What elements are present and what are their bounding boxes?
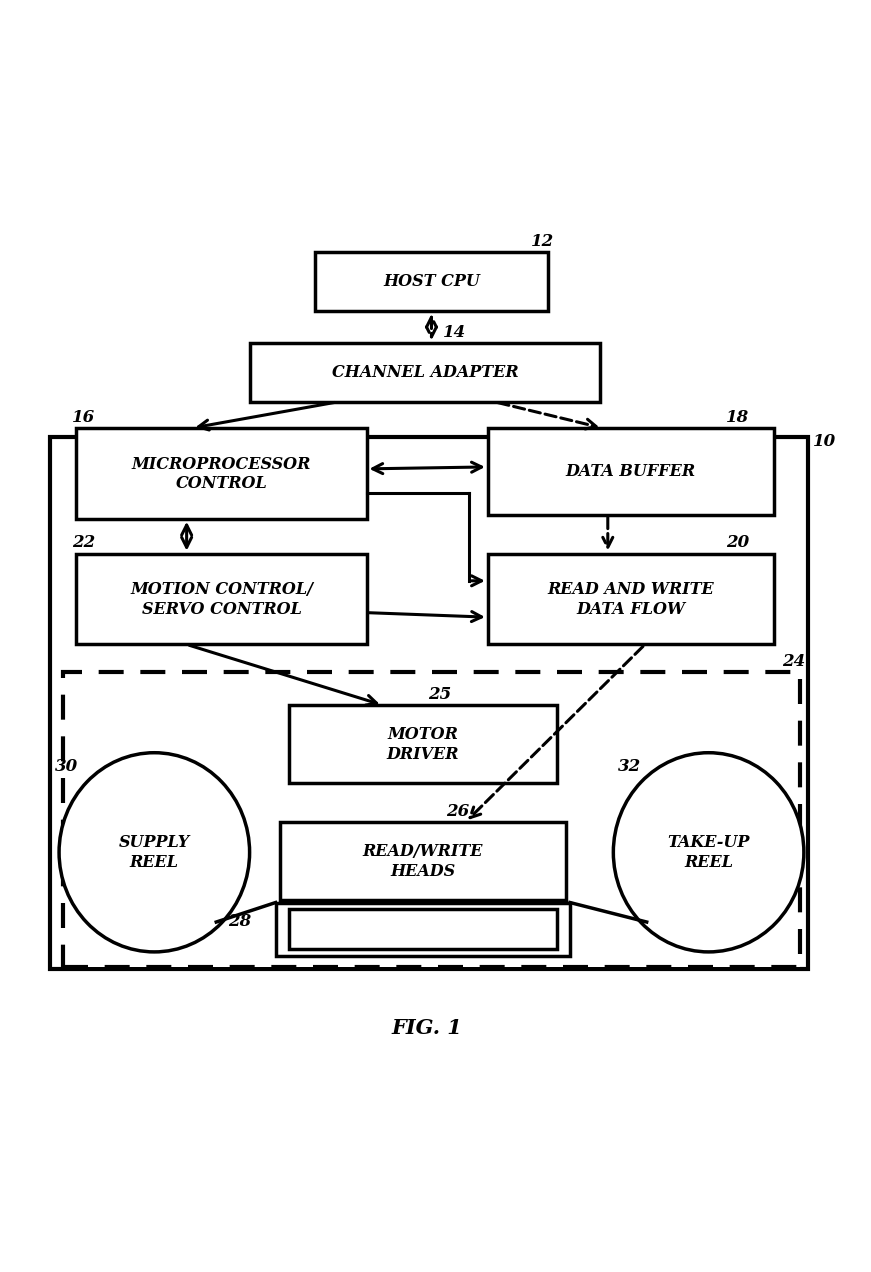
- Text: 12: 12: [530, 233, 554, 249]
- Text: 28: 28: [228, 912, 251, 930]
- Text: DATA BUFFER: DATA BUFFER: [565, 463, 695, 480]
- Text: MOTION CONTROL/
SERVO CONTROL: MOTION CONTROL/ SERVO CONTROL: [130, 581, 313, 617]
- Bar: [249, 343, 600, 402]
- Text: 32: 32: [618, 758, 640, 775]
- Text: 26: 26: [445, 803, 469, 819]
- Text: SUPPLY
REEL: SUPPLY REEL: [118, 834, 190, 871]
- Text: READ/WRITE
HEADS: READ/WRITE HEADS: [362, 843, 483, 879]
- Text: 22: 22: [72, 534, 95, 551]
- Text: 24: 24: [781, 653, 805, 670]
- Text: MOTOR
DRIVER: MOTOR DRIVER: [387, 726, 459, 762]
- Text: HOST CPU: HOST CPU: [382, 273, 480, 290]
- Bar: [275, 903, 570, 957]
- Text: READ AND WRITE
DATA FLOW: READ AND WRITE DATA FLOW: [547, 581, 713, 617]
- Bar: [77, 429, 367, 519]
- Text: 20: 20: [726, 534, 749, 551]
- Text: 14: 14: [442, 324, 465, 341]
- Text: 10: 10: [812, 432, 835, 450]
- Text: 16: 16: [72, 408, 95, 426]
- Text: FIG. 1: FIG. 1: [391, 1018, 463, 1038]
- Text: TAKE-UP
REEL: TAKE-UP REEL: [667, 834, 749, 871]
- Ellipse shape: [613, 753, 803, 951]
- Bar: [488, 553, 773, 645]
- Bar: [288, 909, 557, 949]
- Bar: [77, 553, 367, 645]
- Ellipse shape: [59, 753, 249, 951]
- Bar: [488, 429, 773, 515]
- Text: 18: 18: [726, 408, 749, 426]
- Text: 30: 30: [55, 758, 78, 775]
- Bar: [288, 705, 557, 784]
- Text: MICROPROCESSOR
CONTROL: MICROPROCESSOR CONTROL: [132, 455, 311, 492]
- Bar: [280, 822, 565, 901]
- Bar: [51, 436, 807, 969]
- Bar: [314, 252, 548, 312]
- Bar: [64, 673, 799, 967]
- Text: CHANNEL ADAPTER: CHANNEL ADAPTER: [332, 364, 518, 382]
- Text: 25: 25: [428, 686, 451, 702]
